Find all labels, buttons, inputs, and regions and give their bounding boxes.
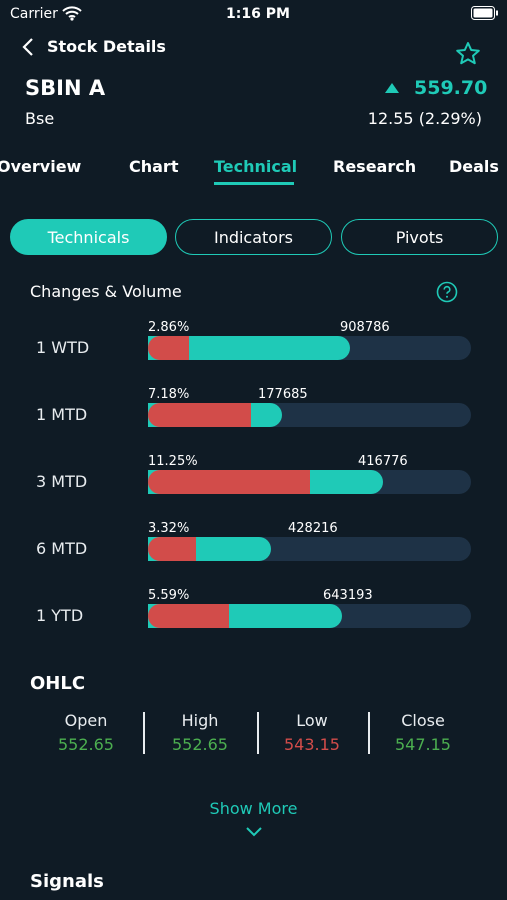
segment-active[interactable]: Technicals	[10, 219, 167, 255]
chevron-down	[246, 827, 262, 837]
volume-label: 643193	[323, 588, 373, 603]
section-title: Signals	[30, 871, 104, 892]
volume-label: 416776	[358, 454, 408, 469]
change-bar	[148, 470, 310, 494]
period-label: 1 MTD	[36, 405, 88, 424]
period-label: 1 YTD	[36, 606, 84, 625]
tab-active[interactable]: Technical	[214, 157, 298, 176]
segment[interactable]: Pivots	[341, 219, 498, 255]
tab[interactable]: Research	[333, 157, 417, 176]
up-arrow	[385, 83, 399, 93]
change-label: 5.59%	[148, 588, 190, 603]
ohlc-label: Low	[296, 711, 328, 730]
change-label: 11.25%	[148, 454, 198, 469]
carrier: Carrier	[10, 6, 58, 22]
change-label: 3.32%	[148, 521, 190, 536]
battery-icon	[471, 6, 498, 20]
section-title: OHLC	[30, 673, 86, 694]
change-bar	[148, 403, 251, 427]
ohlc-label: Open	[64, 711, 108, 730]
stock-price: 559.70	[414, 77, 488, 99]
tab[interactable]: Deals	[449, 157, 499, 176]
period-label: 6 MTD	[36, 539, 88, 558]
period-label: 1 WTD	[36, 338, 90, 357]
divider	[143, 712, 145, 754]
change-label: 2.86%	[148, 320, 190, 335]
tab-underline	[214, 182, 294, 185]
divider	[257, 712, 259, 754]
change-bar	[148, 336, 189, 360]
help-icon[interactable]	[436, 281, 458, 303]
page-title: Stock Details	[47, 37, 166, 56]
segment[interactable]: Indicators	[175, 219, 332, 255]
divider	[368, 712, 370, 754]
price-change: 12.55 (2.29%)	[367, 109, 482, 128]
wifi-icon	[62, 6, 82, 21]
time: 1:16 PM	[226, 6, 290, 22]
stock-symbol: SBIN A	[25, 76, 106, 100]
volume-label: 428216	[288, 521, 338, 536]
section-title: Changes & Volume	[30, 282, 182, 301]
ohlc-label: Close	[401, 711, 445, 730]
volume-label: 908786	[340, 320, 390, 335]
tab[interactable]: Chart	[129, 157, 179, 176]
change-bar	[148, 537, 196, 561]
ohlc-value: 543.15	[284, 735, 340, 754]
show-more-button[interactable]: Show More	[209, 799, 298, 818]
ohlc-value: 547.15	[395, 735, 451, 754]
exchange: Bse	[25, 109, 55, 128]
ohlc-label: High	[181, 711, 219, 730]
tab[interactable]: Overview	[0, 157, 82, 176]
back-button[interactable]	[20, 37, 36, 57]
period-label: 3 MTD	[36, 472, 88, 491]
change-label: 7.18%	[148, 387, 190, 402]
change-bar	[148, 604, 229, 628]
favorite-button[interactable]	[455, 41, 481, 67]
volume-label: 177685	[258, 387, 308, 402]
ohlc-value: 552.65	[172, 735, 228, 754]
ohlc-value: 552.65	[58, 735, 114, 754]
